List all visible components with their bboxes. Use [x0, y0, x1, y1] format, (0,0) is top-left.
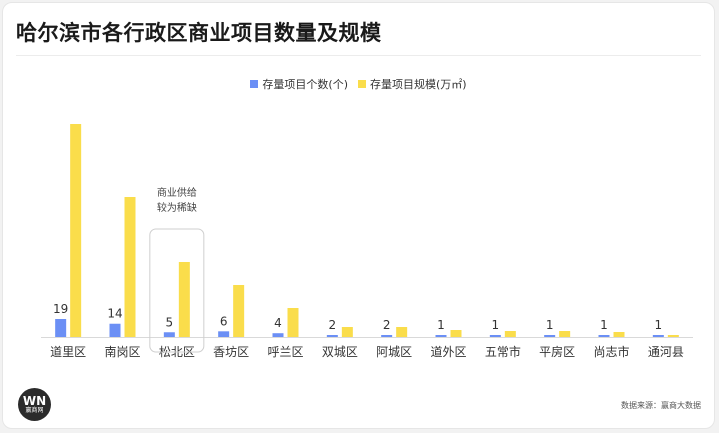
title-divider — [16, 55, 701, 56]
bar-count-11 — [652, 335, 664, 337]
bar-scale-3 — [233, 285, 245, 337]
bar-count-1 — [109, 323, 121, 337]
bar-count-7 — [435, 335, 447, 337]
data-label-count-11: 1 — [655, 318, 663, 332]
chart-card: 哈尔滨市各行政区商业项目数量及规模 存量项目个数(个) 存量项目规模(万㎡) 1… — [2, 2, 715, 429]
annotation-text-line-1: 较为稀缺 — [157, 201, 197, 214]
legend: 存量项目个数(个) 存量项目规模(万㎡) — [3, 76, 714, 92]
logo-text: 赢商网 — [25, 406, 44, 414]
x-tick-label-6: 阿城区 — [376, 345, 412, 359]
logo-mark: WN — [22, 393, 47, 408]
legend-item-scale: 存量项目规模(万㎡) — [358, 76, 467, 92]
bar-scale-7 — [450, 330, 462, 337]
legend-label-scale: 存量项目规模(万㎡) — [370, 78, 467, 91]
x-tick-label-7: 道外区 — [430, 345, 466, 359]
bar-scale-6 — [396, 327, 408, 337]
x-tick-label-11: 通河县 — [648, 345, 684, 359]
data-label-count-7: 1 — [437, 318, 445, 332]
x-tick-label-5: 双城区 — [322, 345, 358, 359]
data-label-count-3: 6 — [220, 314, 228, 328]
bar-count-10 — [598, 335, 610, 337]
data-label-count-0: 19 — [53, 302, 68, 316]
data-label-count-8: 1 — [492, 318, 500, 332]
bar-count-3 — [218, 331, 230, 337]
bar-chart: 19道里区14南岗区5松北区商业供给较为稀缺6香坊区4呼兰区2双城区2阿城区1道… — [41, 124, 693, 359]
bar-scale-11 — [667, 335, 679, 337]
data-label-count-6: 2 — [383, 318, 391, 332]
bar-scale-1 — [124, 197, 136, 337]
bar-scale-4 — [287, 308, 299, 337]
x-tick-label-0: 道里区 — [50, 345, 86, 359]
x-tick-label-9: 平房区 — [539, 344, 575, 359]
legend-label-count: 存量项目个数(个) — [262, 78, 348, 91]
x-tick-label-3: 香坊区 — [213, 344, 249, 359]
bar-count-4 — [272, 333, 284, 337]
x-tick-label-1: 南岗区 — [104, 344, 140, 359]
data-label-count-5: 2 — [329, 318, 337, 332]
x-tick-label-8: 五常市 — [485, 344, 521, 359]
bar-count-5 — [326, 335, 338, 337]
logo: WN 赢商网 — [18, 388, 51, 421]
chart-title: 哈尔滨市各行政区商业项目数量及规模 — [16, 21, 382, 45]
bar-scale-9 — [559, 331, 571, 337]
bar-count-8 — [489, 335, 501, 337]
data-label-count-9: 1 — [546, 318, 554, 332]
bar-scale-5 — [341, 327, 353, 337]
x-tick-label-4: 呼兰区 — [267, 345, 303, 359]
source-note: 数据来源：赢商大数据 — [621, 401, 701, 410]
bar-scale-0 — [70, 124, 82, 337]
bar-count-6 — [381, 335, 393, 337]
bar-scale-10 — [613, 332, 625, 337]
annotation-box — [149, 228, 205, 353]
legend-swatch-scale — [358, 80, 366, 88]
legend-item-count: 存量项目个数(个) — [250, 76, 348, 92]
bar-count-2 — [163, 332, 175, 337]
bar-count-0 — [55, 319, 67, 337]
legend-swatch-count — [250, 80, 259, 88]
data-label-count-1: 14 — [107, 307, 122, 321]
bar-scale-2 — [178, 262, 190, 337]
data-label-count-4: 4 — [274, 316, 282, 330]
x-tick-label-10: 尚志市 — [593, 344, 629, 359]
data-label-count-10: 1 — [600, 318, 608, 332]
bar-scale-8 — [504, 331, 516, 337]
annotation-text-line-0: 商业供给 — [157, 186, 197, 199]
bar-count-9 — [544, 335, 556, 337]
data-label-count-2: 5 — [166, 315, 174, 329]
